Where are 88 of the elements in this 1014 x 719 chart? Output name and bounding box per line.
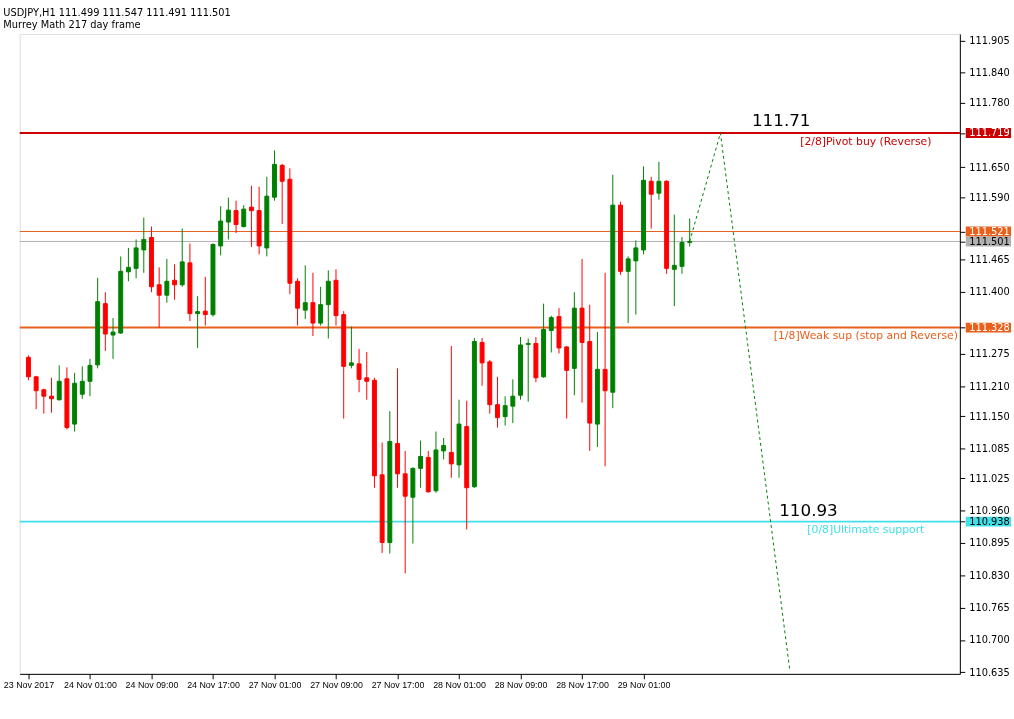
x-tick-label: 27 Nov 09:00 <box>310 680 363 691</box>
candlestick <box>525 338 531 403</box>
candlestick <box>56 364 62 402</box>
x-tick-label: 27 Nov 17:00 <box>371 680 425 691</box>
y-tick-label: 110.960 <box>969 505 1010 517</box>
candlestick <box>172 263 177 301</box>
x-tick-label: 23 Nov 2017 <box>3 680 55 691</box>
y-tick-label: 111.400 <box>969 286 1010 298</box>
candlestick <box>402 450 408 574</box>
candlestick <box>479 337 485 387</box>
x-tick-label: 28 Nov 17:00 <box>556 680 609 691</box>
y-tick-label: 111.521 <box>969 225 1010 237</box>
candlestick <box>441 437 447 460</box>
candlestick <box>279 163 285 225</box>
chart-subtitle: Murrey Math 217 day frame <box>3 19 141 31</box>
y-tick-label: 111.275 <box>969 348 1010 360</box>
candlestick <box>125 247 131 282</box>
candlestick <box>448 345 454 479</box>
ref-line-label: [1/8]Weak sup (stop and Reverse) <box>773 329 958 343</box>
x-tick-label: 29 Nov 01:00 <box>617 680 671 691</box>
ref-line-label: [0/8]Ultimate support <box>807 523 925 537</box>
y-tick-label: 110.895 <box>969 537 1010 549</box>
candlestick <box>671 214 677 307</box>
candlestick <box>310 272 316 337</box>
annotation: 111.71 <box>751 109 811 130</box>
candlestick <box>110 317 116 360</box>
candlestick <box>49 377 54 414</box>
candlestick <box>602 272 608 467</box>
candlestick <box>156 266 162 329</box>
x-tick-label: 24 Nov 01:00 <box>64 680 117 691</box>
x-tick-label: 28 Nov 09:00 <box>494 680 548 691</box>
candlestick <box>79 365 85 400</box>
y-tick-label: 111.650 <box>969 161 1010 173</box>
y-tick-label: 111.085 <box>969 442 1010 454</box>
candlestick <box>133 238 139 279</box>
candlestick <box>348 326 354 369</box>
candlestick <box>656 161 662 201</box>
y-tick-label: 110.765 <box>969 602 1010 614</box>
x-tick-label: 24 Nov 09:00 <box>125 680 179 691</box>
ref-line-label: [2/8]Pivot buy (Reverse) <box>800 134 932 148</box>
candlestick <box>625 255 631 324</box>
candlestick <box>164 258 170 304</box>
y-tick-label: 111.465 <box>969 253 1010 265</box>
y-tick-label: 110.938 <box>969 516 1010 528</box>
candlestick <box>318 286 324 327</box>
candlestick <box>233 200 239 234</box>
y-tick-label: 111.210 <box>969 380 1010 392</box>
candlestick <box>648 176 654 230</box>
candlestick <box>325 269 331 339</box>
candlestick <box>495 376 500 429</box>
candlestick <box>202 276 208 327</box>
candlestick <box>548 315 554 353</box>
x-tick-label: 24 Nov 17:00 <box>187 680 240 691</box>
y-tick-label: 111.590 <box>969 191 1010 203</box>
y-tick-label: 111.719 <box>969 127 1010 139</box>
candlestick <box>564 345 570 420</box>
chart-title: USDJPY,H1 111.499 111.547 111.491 111.501 <box>3 7 231 19</box>
y-tick-label: 111.905 <box>969 34 1010 46</box>
candlestick <box>141 217 147 274</box>
y-tick-label: 111.501 <box>969 235 1010 247</box>
y-tick-label: 110.830 <box>969 569 1010 581</box>
candlestick <box>248 185 254 248</box>
y-tick-label: 111.025 <box>969 472 1010 484</box>
candlestick <box>679 236 685 275</box>
candlestick <box>418 440 424 489</box>
candlestick <box>41 388 47 415</box>
candlestick <box>179 228 185 288</box>
candlestick <box>87 358 93 397</box>
candlestick <box>26 354 31 381</box>
candlestick <box>502 395 508 427</box>
candlestick <box>195 295 201 349</box>
candlestick <box>241 204 247 229</box>
y-tick-label: 111.150 <box>969 410 1010 422</box>
y-tick-label: 111.780 <box>969 97 1010 109</box>
candlestick <box>225 197 231 240</box>
x-tick-label: 27 Nov 01:00 <box>248 680 302 691</box>
candlestick <box>356 348 362 393</box>
x-tick-label: 28 Nov 01:00 <box>433 680 486 691</box>
candlestick <box>302 264 308 320</box>
y-tick-label: 111.840 <box>969 67 1010 79</box>
y-tick-label: 110.700 <box>969 634 1010 646</box>
annotation: 110.93 <box>779 499 838 520</box>
candlestick <box>364 351 370 401</box>
y-tick-label: 111.328 <box>969 322 1010 333</box>
candlestick <box>510 378 516 424</box>
candlestick <box>633 239 639 316</box>
candlestick <box>33 375 39 410</box>
y-tick-label: 110.635 <box>969 666 1010 678</box>
